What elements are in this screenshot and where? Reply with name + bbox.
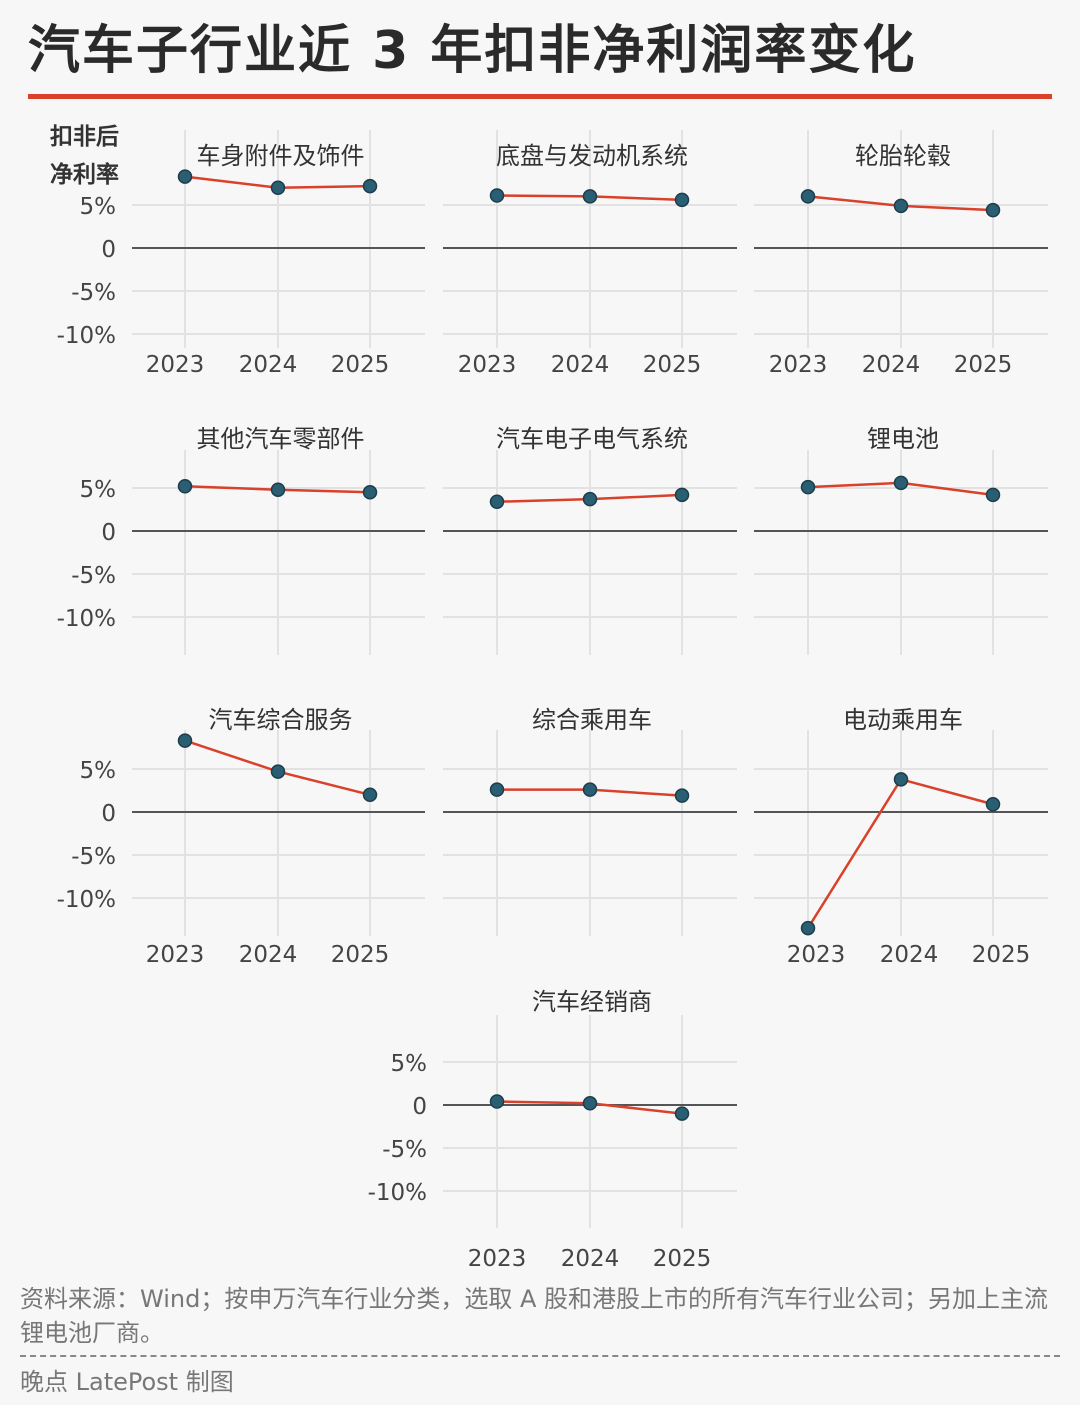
x-tick-label: 2025	[972, 942, 1031, 968]
x-tick-label: 2024	[551, 352, 610, 378]
data-point	[362, 178, 378, 194]
panel-title: 汽车综合服务	[209, 706, 353, 734]
data-point	[270, 180, 286, 196]
panel-title: 底盘与发动机系统	[496, 142, 688, 170]
panel-2: 底盘与发动机系统 2023 2024 2025	[443, 130, 737, 378]
chart-title: 汽车子行业近 3 年扣非净利润率变化	[28, 21, 917, 81]
data-point	[489, 188, 505, 203]
data-point	[270, 764, 286, 779]
data-point	[674, 788, 690, 803]
y-tick-label: -5%	[71, 280, 116, 306]
data-point	[582, 189, 598, 204]
data-point	[800, 920, 816, 936]
x-tick-label: 2025	[954, 352, 1013, 378]
data-point	[800, 189, 816, 204]
data-point	[893, 198, 909, 214]
y-axis-label-line1: 扣非后	[50, 124, 119, 150]
y-tick-label: 5%	[391, 1051, 428, 1077]
y-tick-label: -10%	[57, 606, 116, 632]
y-tick-label: 0	[101, 520, 116, 546]
panel-5: 汽车电子电气系统	[443, 425, 737, 655]
x-tick-label: 2024	[239, 942, 298, 968]
panel-title: 锂电池	[867, 425, 939, 453]
y-tick-label: -10%	[57, 887, 116, 913]
x-tick-label: 2025	[331, 942, 390, 968]
x-tick-label: 2024	[561, 1246, 620, 1272]
x-tick-label: 2023	[787, 942, 846, 968]
panel-title: 电动乘用车	[843, 706, 963, 734]
data-point	[893, 475, 909, 491]
data-point	[985, 797, 1001, 812]
data-point	[489, 782, 505, 797]
x-tick-label: 2023	[146, 942, 205, 968]
data-point	[582, 491, 598, 507]
panel-title: 其他汽车零部件	[197, 425, 365, 453]
panel-7: 汽车综合服务 5% 0 -5% -10% 2023 2024 2025	[57, 706, 425, 968]
panel-3: 轮胎轮毂 2023 2024 2025	[754, 130, 1048, 378]
x-tick-label: 2024	[239, 352, 298, 378]
data-point	[985, 202, 1001, 218]
y-axis-label-line2: 净利率	[50, 162, 119, 188]
panel-8: 综合乘用车	[443, 706, 737, 936]
data-point	[489, 494, 505, 510]
panel-title: 轮胎轮毂	[855, 142, 951, 170]
data-point	[582, 1096, 598, 1111]
y-tick-label: 0	[101, 237, 116, 263]
data-point	[674, 1106, 690, 1121]
y-tick-label: 5%	[80, 477, 117, 503]
x-tick-label: 2023	[458, 352, 517, 378]
panel-9: 电动乘用车 2023 2024 2025	[754, 706, 1048, 968]
footer-divider	[20, 1355, 1060, 1357]
source-note: 资料来源：Wind；按申万汽车行业分类，选取 A 股和港股上市的所有汽车行业公司…	[20, 1285, 1048, 1347]
panel-title: 汽车电子电气系统	[496, 425, 688, 453]
panel-title: 车身附件及饰件	[197, 142, 365, 170]
data-point	[674, 192, 690, 208]
y-axis-label: 扣非后 净利率	[50, 118, 140, 194]
panel-10: 汽车经销商 5% 0 -5% -10% 2023 2024 2025	[368, 988, 737, 1272]
panel-title: 综合乘用车	[532, 706, 652, 734]
x-tick-label: 2025	[653, 1246, 712, 1272]
panel-title: 汽车经销商	[532, 988, 652, 1016]
x-tick-label: 2024	[862, 352, 921, 378]
y-tick-label: 0	[101, 801, 116, 827]
y-tick-label: -5%	[71, 844, 116, 870]
y-tick-label: 5%	[80, 194, 117, 220]
x-tick-label: 2023	[146, 352, 205, 378]
data-point	[362, 787, 378, 803]
data-point	[177, 733, 193, 748]
credit-line: 晚点 LatePost 制图	[20, 1368, 234, 1396]
y-tick-label: -10%	[368, 1180, 427, 1206]
data-point	[177, 479, 193, 494]
data-point	[800, 479, 816, 495]
data-point	[362, 485, 378, 500]
title-underline	[28, 94, 1052, 99]
x-tick-label: 2023	[468, 1246, 527, 1272]
y-tick-label: -10%	[57, 323, 116, 349]
x-tick-label: 2023	[769, 352, 828, 378]
y-tick-label: 0	[412, 1094, 427, 1120]
x-tick-label: 2025	[331, 352, 390, 378]
data-point	[674, 487, 690, 503]
data-point	[582, 782, 598, 797]
data-point	[489, 1094, 505, 1109]
panel-6: 锂电池	[754, 425, 1048, 655]
x-tick-label: 2025	[643, 352, 702, 378]
data-point	[177, 169, 193, 184]
x-tick-label: 2024	[880, 942, 939, 968]
y-tick-label: -5%	[71, 563, 116, 589]
panel-1: 车身附件及饰件 5% 0 -5% -10% 2023 2024 2025	[57, 130, 425, 378]
data-point	[893, 772, 909, 787]
y-tick-label: 5%	[80, 758, 117, 784]
data-point	[985, 487, 1001, 503]
y-tick-label: -5%	[382, 1137, 427, 1163]
panel-4: 其他汽车零部件 5% 0 -5% -10%	[57, 425, 425, 655]
data-point	[270, 482, 286, 497]
